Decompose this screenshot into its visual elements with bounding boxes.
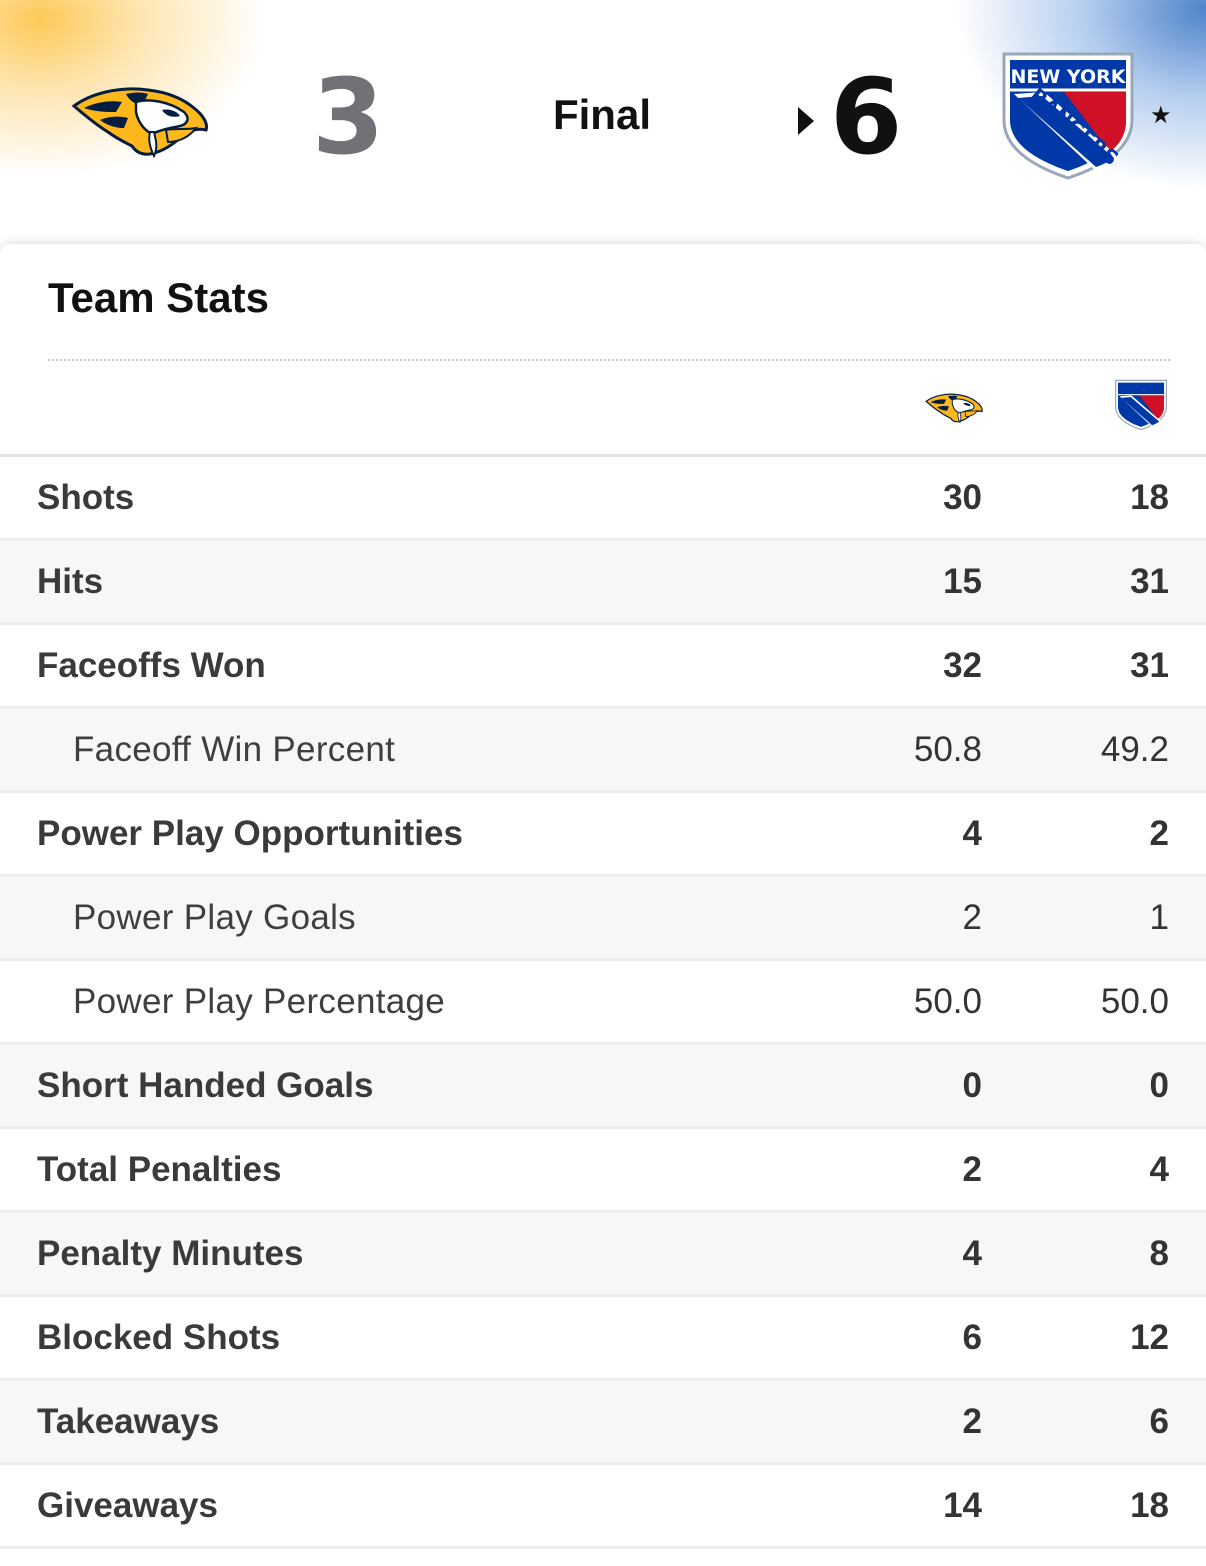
table-row: Power Play Percentage 50.0 50.0 bbox=[0, 961, 1206, 1045]
table-row: Faceoff Win Percent 50.8 49.2 bbox=[0, 709, 1206, 793]
home-stat-value: 1 bbox=[1149, 897, 1169, 937]
home-column-logo-icon bbox=[1114, 378, 1168, 432]
table-row: Shots 30 18 bbox=[0, 457, 1206, 541]
stat-label: Faceoff Win Percent bbox=[73, 729, 396, 769]
away-stat-value: 6 bbox=[962, 1317, 982, 1357]
home-stat-value: 31 bbox=[1130, 645, 1169, 685]
home-stat-value: 8 bbox=[1149, 1233, 1169, 1273]
stat-label: Penalty Minutes bbox=[37, 1233, 304, 1273]
away-stat-value: 2 bbox=[962, 897, 982, 937]
table-row: Faceoffs Won 32 31 bbox=[0, 625, 1206, 709]
table-row: Giveaways 14 18 bbox=[0, 1465, 1206, 1549]
table-row: Total Penalties 2 4 bbox=[0, 1129, 1206, 1213]
stat-label: Blocked Shots bbox=[37, 1317, 281, 1357]
stat-label: Faceoffs Won bbox=[37, 645, 266, 685]
table-row: Penalty Minutes 4 8 bbox=[0, 1213, 1206, 1297]
table-row: Power Play Opportunities 4 2 bbox=[0, 793, 1206, 877]
stat-label: Hits bbox=[37, 561, 104, 601]
stat-label: Total Penalties bbox=[37, 1149, 282, 1189]
away-stat-value: 30 bbox=[943, 477, 982, 517]
home-stat-value: 2 bbox=[1149, 813, 1169, 853]
home-stat-value: 4 bbox=[1149, 1149, 1169, 1189]
away-stat-value: 14 bbox=[943, 1485, 982, 1525]
table-row: Blocked Shots 6 12 bbox=[0, 1297, 1206, 1381]
home-stat-value: 50.0 bbox=[1100, 981, 1169, 1021]
away-score: 3 bbox=[312, 56, 384, 178]
team-stats-card: Team Stats Shots 30 18 Hits 15 31 Faceoffs Won… bbox=[0, 244, 1206, 1566]
away-stat-value: 2 bbox=[962, 1149, 982, 1189]
new-york-rangers-logo-icon[interactable]: NEW YORK RANGERS bbox=[1000, 50, 1136, 182]
stat-label: Power Play Goals bbox=[73, 897, 356, 937]
stat-label: Short Handed Goals bbox=[37, 1065, 374, 1105]
caret-right-icon bbox=[798, 107, 814, 135]
stat-label: Power Play Opportunities bbox=[37, 813, 463, 853]
table-row: Power Play Goals 2 1 bbox=[0, 877, 1206, 961]
away-stat-value: 50.0 bbox=[913, 981, 982, 1021]
away-column-logo-icon bbox=[924, 387, 984, 425]
home-stat-value: 18 bbox=[1130, 1485, 1169, 1525]
table-row: Takeaways 2 6 bbox=[0, 1381, 1206, 1465]
away-stat-value: 32 bbox=[943, 645, 982, 685]
away-stat-value: 2 bbox=[962, 1401, 982, 1441]
header-divider bbox=[0, 454, 1206, 457]
stat-label: Shots bbox=[37, 477, 135, 517]
away-stat-value: 15 bbox=[943, 561, 982, 601]
away-stat-value: 4 bbox=[962, 813, 982, 853]
home-stat-value: 6 bbox=[1149, 1401, 1169, 1441]
stats-table: Shots 30 18 Hits 15 31 Faceoffs Won 32 31 Faceoff… bbox=[0, 457, 1206, 1549]
home-stat-value: 31 bbox=[1130, 561, 1169, 601]
stat-label: Takeaways bbox=[37, 1401, 220, 1441]
game-status: Final bbox=[552, 91, 651, 138]
away-stat-value: 0 bbox=[962, 1065, 982, 1105]
table-row: Hits 15 31 bbox=[0, 541, 1206, 625]
away-stat-value: 50.8 bbox=[913, 729, 982, 769]
home-stat-value: 18 bbox=[1130, 477, 1169, 517]
stat-label: Power Play Percentage bbox=[73, 981, 446, 1021]
score-header: 3 Final 6 NEW YORK RANGERS ★ bbox=[0, 0, 1206, 244]
stat-label: Giveaways bbox=[37, 1485, 218, 1525]
nashville-predators-logo-icon[interactable] bbox=[70, 72, 210, 162]
home-score: 6 bbox=[830, 56, 902, 178]
home-stat-value: 0 bbox=[1149, 1065, 1169, 1105]
away-stat-value: 4 bbox=[962, 1233, 982, 1273]
star-icon[interactable]: ★ bbox=[1150, 102, 1172, 129]
home-stat-value: 12 bbox=[1130, 1317, 1169, 1357]
section-title: Team Stats bbox=[48, 274, 269, 321]
rangers-logo-text-top: NEW YORK bbox=[1010, 66, 1126, 88]
divider bbox=[48, 359, 1170, 361]
table-row: Short Handed Goals 0 0 bbox=[0, 1045, 1206, 1129]
home-stat-value: 49.2 bbox=[1100, 729, 1169, 769]
